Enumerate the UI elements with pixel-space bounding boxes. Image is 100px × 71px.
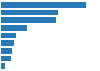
Bar — [1, 10, 58, 15]
Bar — [1, 40, 14, 46]
Bar — [1, 33, 16, 38]
Bar — [1, 2, 86, 8]
Bar — [1, 56, 11, 61]
Bar — [1, 48, 12, 54]
Bar — [1, 25, 27, 31]
Bar — [1, 17, 56, 23]
Bar — [1, 63, 5, 69]
